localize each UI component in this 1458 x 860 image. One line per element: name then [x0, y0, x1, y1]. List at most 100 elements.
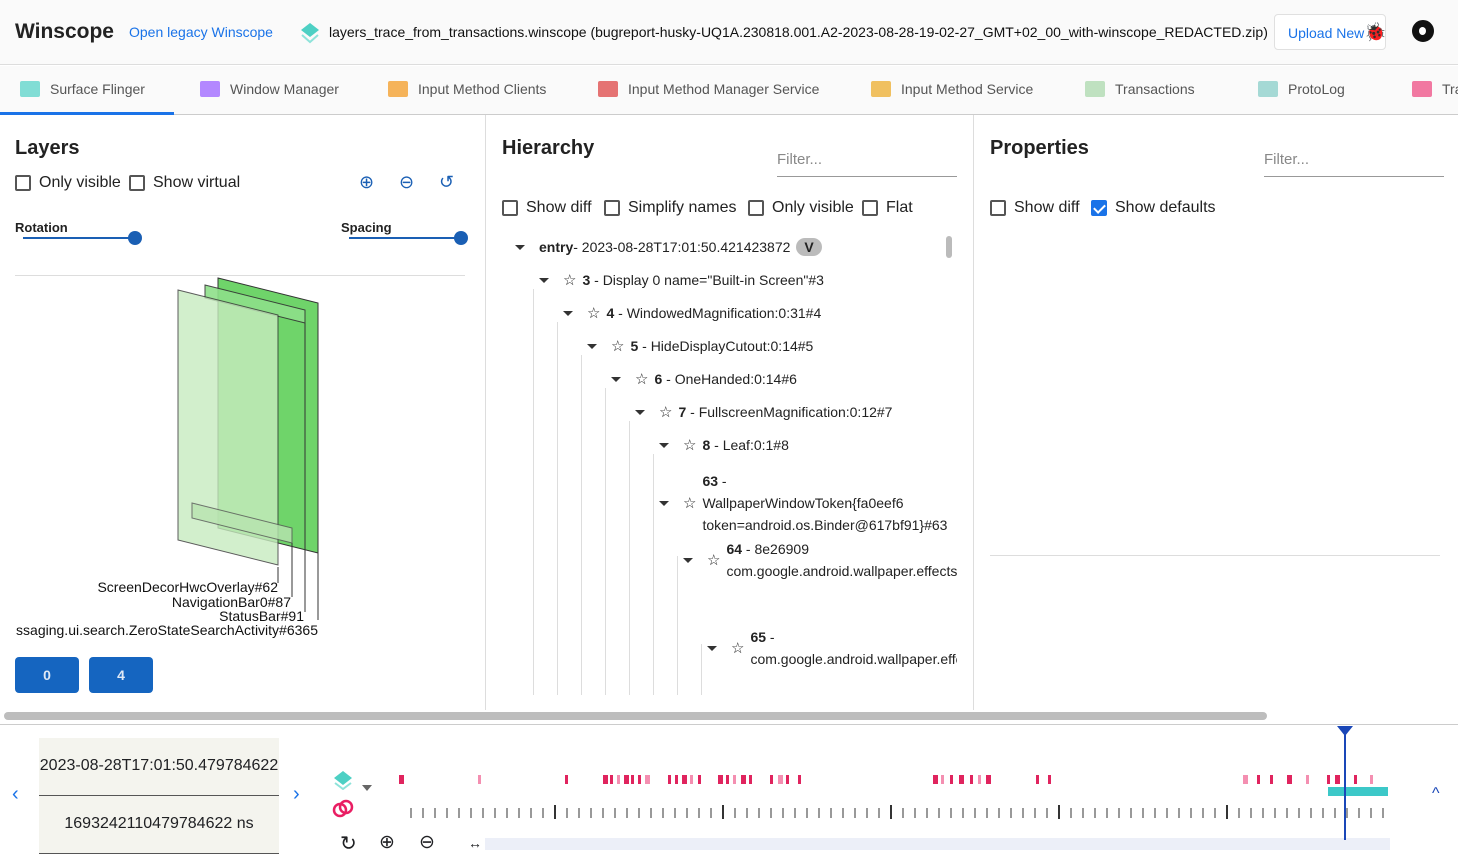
collapse-arrow-icon[interactable]	[587, 343, 597, 349]
rotation-slider[interactable]	[23, 237, 135, 239]
transaction-entry-mark[interactable]	[690, 775, 693, 784]
tree-node[interactable]: ☆ 6 - OneHanded:0:14#6	[611, 370, 797, 388]
show-virtual-checkbox[interactable]: Show virtual	[129, 174, 240, 192]
transaction-entry-mark[interactable]	[741, 775, 746, 784]
transaction-entry-mark[interactable]	[970, 775, 973, 784]
tab-protolog[interactable]: ProtoLog	[1258, 66, 1345, 114]
tree-node[interactable]: ☆ 7 - FullscreenMagnification:0:12#7	[635, 403, 892, 421]
transaction-entry-mark[interactable]	[1370, 775, 1373, 784]
show-diff-checkbox[interactable]: Show diff	[502, 199, 592, 217]
checkbox-box[interactable]	[604, 200, 620, 216]
open-legacy-link[interactable]: Open legacy Winscope	[129, 24, 273, 40]
zoom-out-icon[interactable]: ⊖	[399, 172, 415, 192]
collapse-arrow-icon[interactable]	[707, 645, 717, 651]
collapse-arrow-icon[interactable]	[635, 409, 645, 415]
star-icon[interactable]: ☆	[707, 552, 721, 569]
tab-input-method-service[interactable]: Input Method Service	[871, 66, 1033, 114]
transaction-entry-mark[interactable]	[1243, 775, 1248, 784]
transactions-trace-icon[interactable]	[332, 798, 354, 820]
transaction-entry-mark[interactable]	[399, 775, 404, 784]
transaction-entry-mark[interactable]	[978, 775, 981, 784]
transaction-entry-mark[interactable]	[1036, 775, 1039, 784]
transaction-entry-mark[interactable]	[624, 775, 629, 784]
collapse-arrow-icon[interactable]	[611, 376, 621, 382]
tree-node-entry[interactable]: entry - 2023-08-28T17:01:50.421423872 V	[515, 238, 822, 256]
tab-input-method-manager-service[interactable]: Input Method Manager Service	[598, 66, 819, 114]
transaction-entry-mark[interactable]	[1306, 775, 1309, 784]
star-icon[interactable]: ☆	[563, 272, 577, 289]
transaction-entry-mark[interactable]	[631, 775, 634, 784]
transaction-entry-mark[interactable]	[1335, 775, 1340, 784]
transaction-entry-mark[interactable]	[950, 775, 953, 784]
star-icon[interactable]: ☆	[611, 338, 625, 355]
flat-checkbox[interactable]: Flat	[862, 199, 913, 217]
properties-filter-input[interactable]: Filter...	[1264, 151, 1444, 177]
tree-node[interactable]: ☆ 8 - Leaf:0:1#8	[659, 436, 789, 454]
tab-tra[interactable]: Tra	[1412, 66, 1458, 114]
collapse-arrow-icon[interactable]	[659, 442, 669, 448]
bug-report-icon[interactable]: 🐞	[1364, 22, 1387, 42]
show-diff-checkbox[interactable]: Show diff	[990, 199, 1080, 217]
transaction-entry-mark[interactable]	[565, 775, 568, 784]
transaction-entry-mark[interactable]	[1048, 775, 1051, 784]
spacing-slider[interactable]	[349, 237, 461, 239]
star-icon[interactable]: ☆	[683, 495, 697, 512]
transaction-entry-mark[interactable]	[798, 775, 801, 784]
transaction-entry-mark[interactable]	[682, 775, 687, 784]
tab-transactions[interactable]: Transactions	[1085, 66, 1195, 114]
hierarchy-filter-input[interactable]: Filter...	[777, 151, 957, 177]
transaction-entry-mark[interactable]	[610, 775, 613, 784]
transaction-entry-mark[interactable]	[726, 775, 729, 784]
transaction-entry-mark[interactable]	[1354, 775, 1357, 784]
timestamp-input[interactable]: 2023-08-28T17:01:50.479784622	[39, 738, 279, 796]
reset-zoom-icon[interactable]: ↻	[340, 833, 357, 855]
expand-timeline-icon[interactable]: ^	[1432, 785, 1440, 802]
transaction-entry-mark[interactable]	[933, 775, 938, 784]
horizontal-scrollbar[interactable]	[4, 712, 1267, 720]
collapse-arrow-icon[interactable]	[563, 310, 573, 316]
reset-view-icon[interactable]: ↺	[439, 172, 455, 192]
star-icon[interactable]: ☆	[587, 305, 601, 322]
transaction-entry-mark[interactable]	[749, 775, 752, 784]
tab-surface-flinger[interactable]: Surface Flinger	[20, 66, 145, 114]
star-icon[interactable]: ☆	[659, 404, 673, 421]
checkbox-box[interactable]	[748, 200, 764, 216]
tree-node[interactable]: ☆ 5 - HideDisplayCutout:0:14#5	[587, 337, 813, 355]
layers-entry-mark[interactable]	[1328, 787, 1388, 796]
transaction-entry-mark[interactable]	[1257, 775, 1260, 784]
transaction-entry-mark[interactable]	[638, 775, 641, 784]
transaction-entry-mark[interactable]	[675, 775, 678, 784]
display-button[interactable]: 0	[15, 657, 79, 693]
transaction-entry-mark[interactable]	[778, 775, 783, 784]
transaction-entry-mark[interactable]	[668, 775, 671, 784]
transaction-entry-mark[interactable]	[959, 775, 964, 784]
zoom-in-icon[interactable]: ⊕	[379, 832, 395, 853]
transaction-entry-mark[interactable]	[770, 775, 773, 784]
transaction-entry-mark[interactable]	[698, 775, 701, 784]
checkbox-box[interactable]	[129, 175, 145, 191]
transaction-entry-mark[interactable]	[478, 775, 481, 784]
transaction-entry-mark[interactable]	[718, 775, 723, 784]
checkbox-box[interactable]	[990, 200, 1006, 216]
collapse-arrow-icon[interactable]	[539, 277, 549, 283]
tree-node[interactable]: ☆ 3 - Display 0 name="Built-in Screen"#3	[539, 271, 824, 289]
layers-trace-icon[interactable]	[333, 770, 353, 790]
transaction-entry-mark[interactable]	[941, 775, 944, 784]
star-icon[interactable]: ☆	[683, 437, 697, 454]
timestamp-ns-input[interactable]: 1693242110479784622 ns	[39, 796, 279, 854]
checkbox-box[interactable]	[502, 200, 518, 216]
zoom-in-icon[interactable]: ⊕	[359, 172, 375, 192]
tree-node[interactable]: ☆ 65 - com.google.android.wallpaper.effec…	[707, 626, 957, 670]
cursor-handle-icon[interactable]	[1337, 726, 1353, 736]
tree-node[interactable]: ☆ 63 - WallpaperWindowToken{fa0eef6 token…	[659, 470, 947, 536]
transaction-entry-mark[interactable]	[603, 775, 608, 784]
zoom-out-icon[interactable]: ⊖	[419, 832, 435, 853]
transaction-entry-mark[interactable]	[1327, 775, 1330, 784]
pan-handle-icon[interactable]: ↔	[468, 835, 482, 851]
transaction-entry-mark[interactable]	[786, 775, 789, 784]
tab-window-manager[interactable]: Window Manager	[200, 66, 339, 114]
display-button[interactable]: 4	[89, 657, 153, 693]
tree-scrollbar[interactable]	[946, 236, 952, 258]
tab-input-method-clients[interactable]: Input Method Clients	[388, 66, 546, 114]
only-visible-checkbox[interactable]: Only visible	[748, 199, 854, 217]
